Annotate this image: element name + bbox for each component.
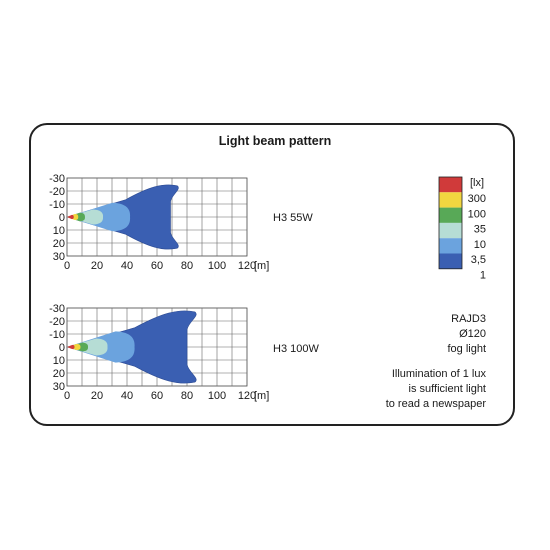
y-tick-label: 30 xyxy=(53,381,65,393)
legend-level-label: 300 xyxy=(468,193,486,205)
legend-level-label: 10 xyxy=(474,239,486,251)
legend-swatch xyxy=(439,238,462,254)
legend-swatch xyxy=(439,253,462,269)
x-tick-label: 60 xyxy=(151,390,163,402)
lux-note-line-2: is sufficient light xyxy=(408,383,486,395)
y-tick-label: -30 xyxy=(49,303,65,315)
legend-level-label: 35 xyxy=(474,224,486,236)
x-tick-label: 40 xyxy=(121,260,133,272)
x-tick-label: 100 xyxy=(208,260,226,272)
legend-swatch xyxy=(439,222,462,239)
x-tick-label: 120 xyxy=(238,390,256,402)
y-tick-label: 10 xyxy=(53,225,65,237)
model-info: RAJD3 Ø120 fog light xyxy=(447,312,486,357)
y-tick-label: 0 xyxy=(59,342,65,354)
legend-level-label: 1 xyxy=(480,270,486,282)
model-name: RAJD3 xyxy=(451,313,486,325)
y-tick-label: 30 xyxy=(53,251,65,263)
x-unit-label: [m] xyxy=(254,390,269,402)
x-tick-label: 0 xyxy=(64,390,70,402)
lux-note-line-3: to read a newspaper xyxy=(385,398,486,410)
y-tick-label: -10 xyxy=(49,329,65,341)
x-tick-label: 40 xyxy=(121,390,133,402)
x-tick-label: 20 xyxy=(91,260,103,272)
legend-swatch xyxy=(439,192,462,208)
y-tick-label: -10 xyxy=(49,199,65,211)
zone-300-lux xyxy=(67,344,75,350)
x-tick-label: 0 xyxy=(64,260,70,272)
chart-1-label: H3 55W xyxy=(273,212,313,224)
y-tick-label: 0 xyxy=(59,212,65,224)
y-tick-label: -30 xyxy=(49,173,65,185)
y-tick-label: 10 xyxy=(53,355,65,367)
lux-legend: [lx] 300 100 35 10 3,5 1 xyxy=(438,176,486,282)
legend-frame xyxy=(438,176,463,270)
x-tick-label: 80 xyxy=(181,260,193,272)
y-tick-label: 20 xyxy=(53,238,65,250)
chart-2-label: H3 100W xyxy=(273,343,319,355)
legend-swatch xyxy=(439,177,462,193)
zone-10-lux xyxy=(67,209,104,225)
y-tick-label: -20 xyxy=(49,186,65,198)
x-unit-label: [m] xyxy=(254,260,269,272)
x-tick-label: 120 xyxy=(238,260,256,272)
x-tick-label: 100 xyxy=(208,390,226,402)
legend-level-label: 100 xyxy=(468,208,486,220)
x-tick-label: 60 xyxy=(151,260,163,272)
x-tick-label: 80 xyxy=(181,390,193,402)
model-diameter: Ø120 xyxy=(459,328,486,340)
legend-level-label: 3,5 xyxy=(471,254,486,266)
zone-300-lux xyxy=(67,214,74,220)
y-tick-label: -20 xyxy=(49,316,65,328)
legend-swatch xyxy=(439,207,462,223)
page-title: Light beam pattern xyxy=(218,134,332,148)
x-tick-label: 20 xyxy=(91,390,103,402)
lux-note-line-1: Illumination of 1 lux xyxy=(391,368,486,380)
lux-note: Illumination of 1 lux is sufficient ligh… xyxy=(386,367,486,412)
y-tick-label: 20 xyxy=(53,368,65,380)
model-type: fog light xyxy=(447,343,486,355)
legend-unit: [lx] xyxy=(470,177,484,189)
